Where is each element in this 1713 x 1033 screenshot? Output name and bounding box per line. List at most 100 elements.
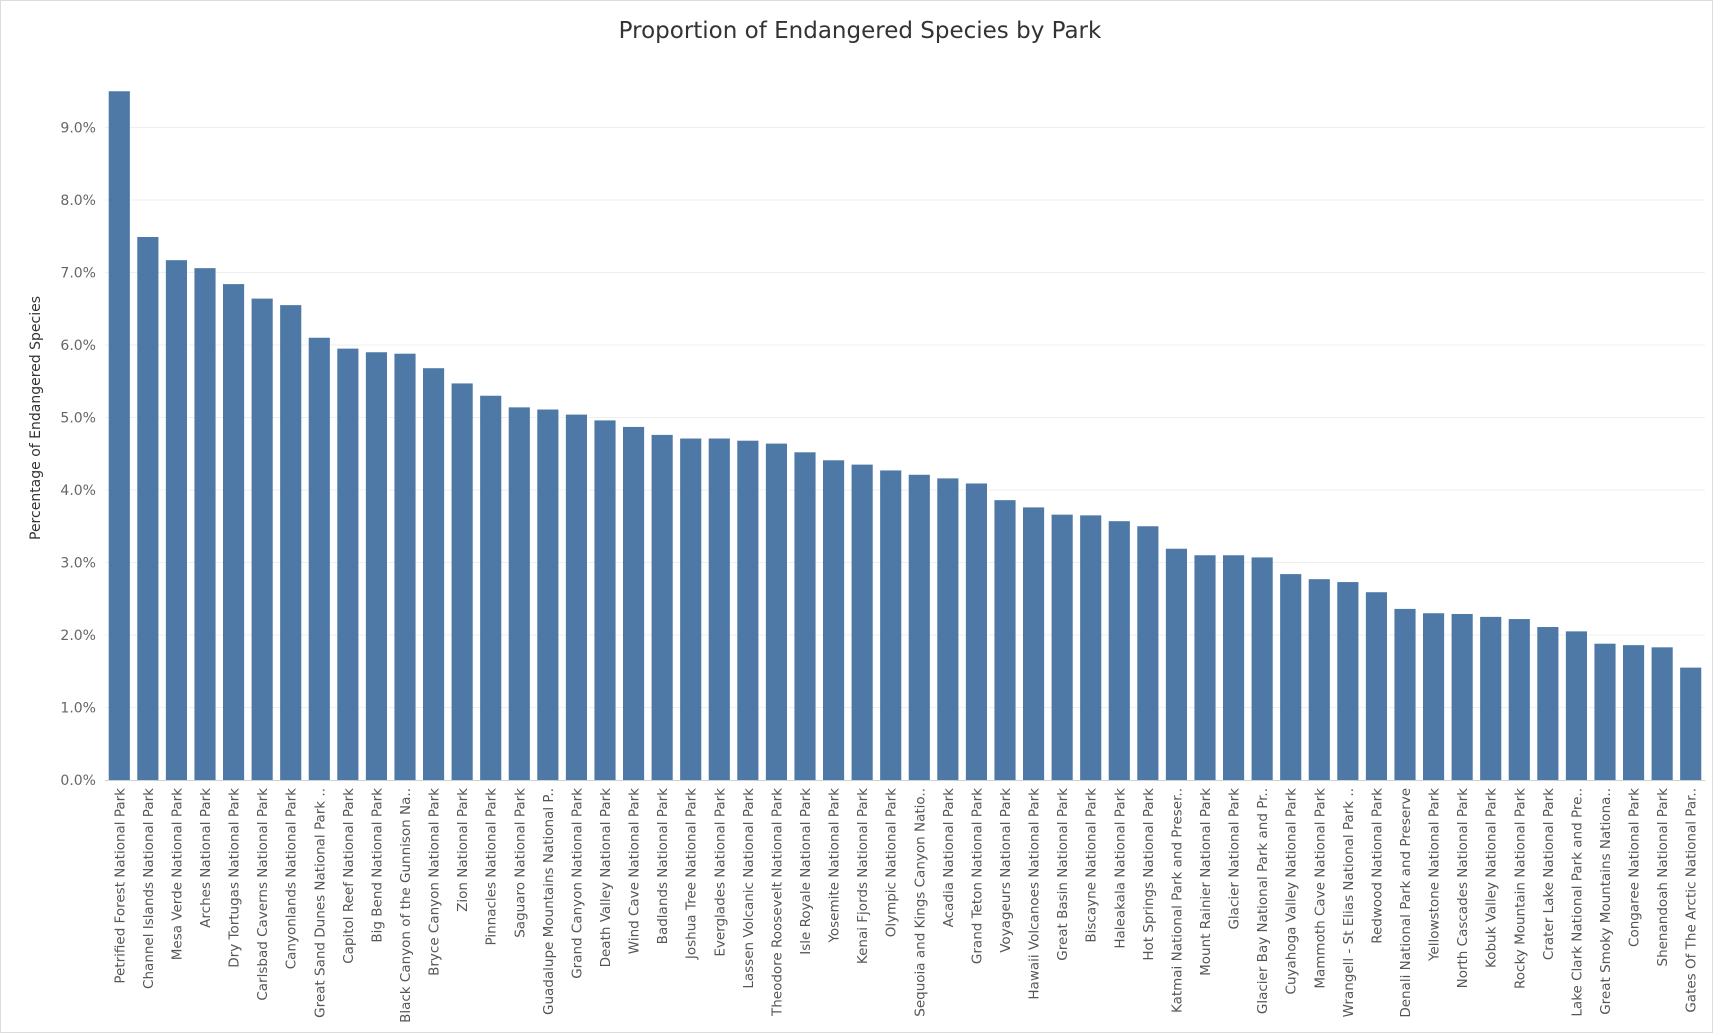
bar[interactable] bbox=[1594, 643, 1616, 780]
bar[interactable] bbox=[1308, 579, 1330, 780]
bar[interactable] bbox=[108, 91, 130, 780]
x-tick-label: Hot Springs National Park bbox=[1141, 788, 1157, 961]
bar[interactable] bbox=[565, 414, 587, 780]
bar[interactable] bbox=[1137, 526, 1159, 780]
bar[interactable] bbox=[423, 368, 445, 780]
bar[interactable] bbox=[394, 353, 416, 780]
x-tick-label: Great Basin National Park bbox=[1055, 788, 1071, 961]
bar[interactable] bbox=[1623, 645, 1645, 780]
bar[interactable] bbox=[1394, 608, 1416, 780]
bar[interactable] bbox=[137, 236, 159, 781]
x-tick-label: Badlands National Park bbox=[655, 788, 671, 944]
bar[interactable] bbox=[1651, 647, 1673, 780]
x-tick-label: Great Sand Dunes National Park .. bbox=[312, 788, 328, 1018]
bar[interactable] bbox=[1165, 548, 1187, 780]
x-tick-label: Wind Cave National Park bbox=[627, 788, 643, 954]
bar[interactable] bbox=[308, 337, 330, 780]
x-tick-label: Glacier Bay National Park and Pr.. bbox=[1255, 788, 1271, 1014]
bar[interactable] bbox=[1537, 627, 1559, 780]
bar[interactable] bbox=[1480, 616, 1502, 780]
x-tick-label: Cuyahoga Valley National Park bbox=[1284, 788, 1300, 995]
x-tick-label: Channel Islands National Park bbox=[141, 788, 157, 989]
y-tick-label: 9.0% bbox=[60, 121, 96, 137]
bar[interactable] bbox=[165, 260, 187, 780]
x-tick-label: Katmai National Park and Preser.. bbox=[1169, 788, 1185, 1013]
bar[interactable] bbox=[1337, 582, 1359, 780]
bar[interactable] bbox=[765, 443, 787, 780]
x-tick-label: Saguaro National Park bbox=[512, 788, 528, 938]
x-tick-label: Black Canyon of the Gunnison Na.. bbox=[398, 788, 414, 1023]
bar[interactable] bbox=[1023, 507, 1045, 780]
bar[interactable] bbox=[708, 438, 730, 780]
x-tick-label: Gates Of The Arctic National Par.. bbox=[1684, 788, 1700, 1013]
bar[interactable] bbox=[1280, 574, 1302, 780]
bar[interactable] bbox=[1223, 555, 1245, 780]
bar[interactable] bbox=[994, 500, 1016, 780]
y-tick-label: 7.0% bbox=[60, 266, 96, 282]
x-tick-label: Big Bend National Park bbox=[369, 788, 385, 943]
x-tick-label: Yellowstone National Park bbox=[1427, 788, 1443, 962]
x-tick-label: Sequoia and Kings Canyon Natio.. bbox=[912, 788, 928, 1017]
x-tick-label: Joshua Tree National Park bbox=[684, 788, 700, 960]
bar[interactable] bbox=[1508, 619, 1530, 780]
y-tick-label: 3.0% bbox=[60, 556, 96, 572]
bar[interactable] bbox=[1365, 592, 1387, 780]
bar[interactable] bbox=[537, 409, 559, 780]
bar[interactable] bbox=[680, 438, 702, 780]
bar[interactable] bbox=[451, 383, 473, 780]
bar[interactable] bbox=[794, 452, 816, 780]
x-tick-label: Denali National Park and Preserve bbox=[1398, 788, 1414, 1018]
bar[interactable] bbox=[1080, 515, 1102, 780]
bar[interactable] bbox=[737, 440, 759, 780]
bar[interactable] bbox=[651, 434, 673, 780]
x-tick-label: Capitol Reef National Park bbox=[341, 788, 357, 964]
bar[interactable] bbox=[594, 420, 616, 780]
bar[interactable] bbox=[508, 407, 530, 780]
bar[interactable] bbox=[480, 395, 502, 780]
y-axis-ticks: 0.0% 1.0% 2.0% 3.0% 4.0% 5.0% 6.0% 7.0% 8.0% 9.0% bbox=[60, 121, 96, 790]
x-tick-label: Theodore Roosevelt National Park bbox=[769, 788, 785, 1017]
bars bbox=[108, 91, 1702, 781]
bar[interactable] bbox=[1680, 667, 1702, 780]
x-tick-label: Mesa Verde National Park bbox=[169, 788, 185, 960]
bar[interactable] bbox=[623, 426, 645, 780]
bar[interactable] bbox=[908, 474, 930, 780]
bar[interactable] bbox=[1423, 613, 1445, 780]
x-tick-label: Pinnacles National Park bbox=[484, 788, 500, 946]
x-tick-label: Death Valley National Park bbox=[598, 788, 614, 968]
y-tick-label: 8.0% bbox=[60, 193, 96, 209]
x-tick-label: Kenai Fjords National Park bbox=[855, 788, 871, 964]
x-tick-label: Rocky Mountain National Park bbox=[1512, 788, 1528, 989]
x-tick-label: Olympic National Park bbox=[884, 788, 900, 937]
x-tick-label: Great Smoky Mountains Nationa.. bbox=[1598, 788, 1614, 1015]
bar[interactable] bbox=[1051, 514, 1073, 780]
bar[interactable] bbox=[1108, 521, 1130, 780]
x-tick-label: Guadalupe Mountains National P.. bbox=[541, 788, 557, 1015]
x-tick-label: Grand Canyon National Park bbox=[569, 788, 585, 979]
x-tick-label: Zion National Park bbox=[455, 788, 471, 912]
bar[interactable] bbox=[1251, 557, 1273, 780]
bar[interactable] bbox=[223, 284, 245, 780]
x-tick-label: Dry Tortugas National Park bbox=[227, 788, 243, 968]
bar[interactable] bbox=[965, 483, 987, 780]
bar[interactable] bbox=[365, 352, 387, 780]
bar[interactable] bbox=[1451, 613, 1473, 780]
bar[interactable] bbox=[1565, 631, 1587, 780]
bar[interactable] bbox=[280, 305, 302, 780]
bar[interactable] bbox=[937, 478, 959, 780]
x-tick-label: Biscayne National Park bbox=[1084, 788, 1100, 943]
x-tick-label: Canyonlands National Park bbox=[284, 788, 300, 969]
bar[interactable] bbox=[880, 470, 902, 780]
bar[interactable] bbox=[851, 464, 873, 780]
bar[interactable] bbox=[251, 298, 273, 780]
bar[interactable] bbox=[194, 268, 216, 780]
x-tick-label: Yosemite National Park bbox=[827, 788, 843, 944]
x-tick-label: Grand Teton National Park bbox=[969, 788, 985, 964]
bar[interactable] bbox=[337, 348, 359, 780]
x-tick-label: Glacier National Park bbox=[1227, 788, 1243, 930]
bar[interactable] bbox=[823, 460, 845, 780]
x-tick-label: Haleakala National Park bbox=[1112, 788, 1128, 949]
x-tick-label: Arches National Park bbox=[198, 788, 214, 928]
x-tick-label: Hawaii Volcanoes National Park bbox=[1027, 788, 1043, 1000]
bar[interactable] bbox=[1194, 555, 1216, 780]
